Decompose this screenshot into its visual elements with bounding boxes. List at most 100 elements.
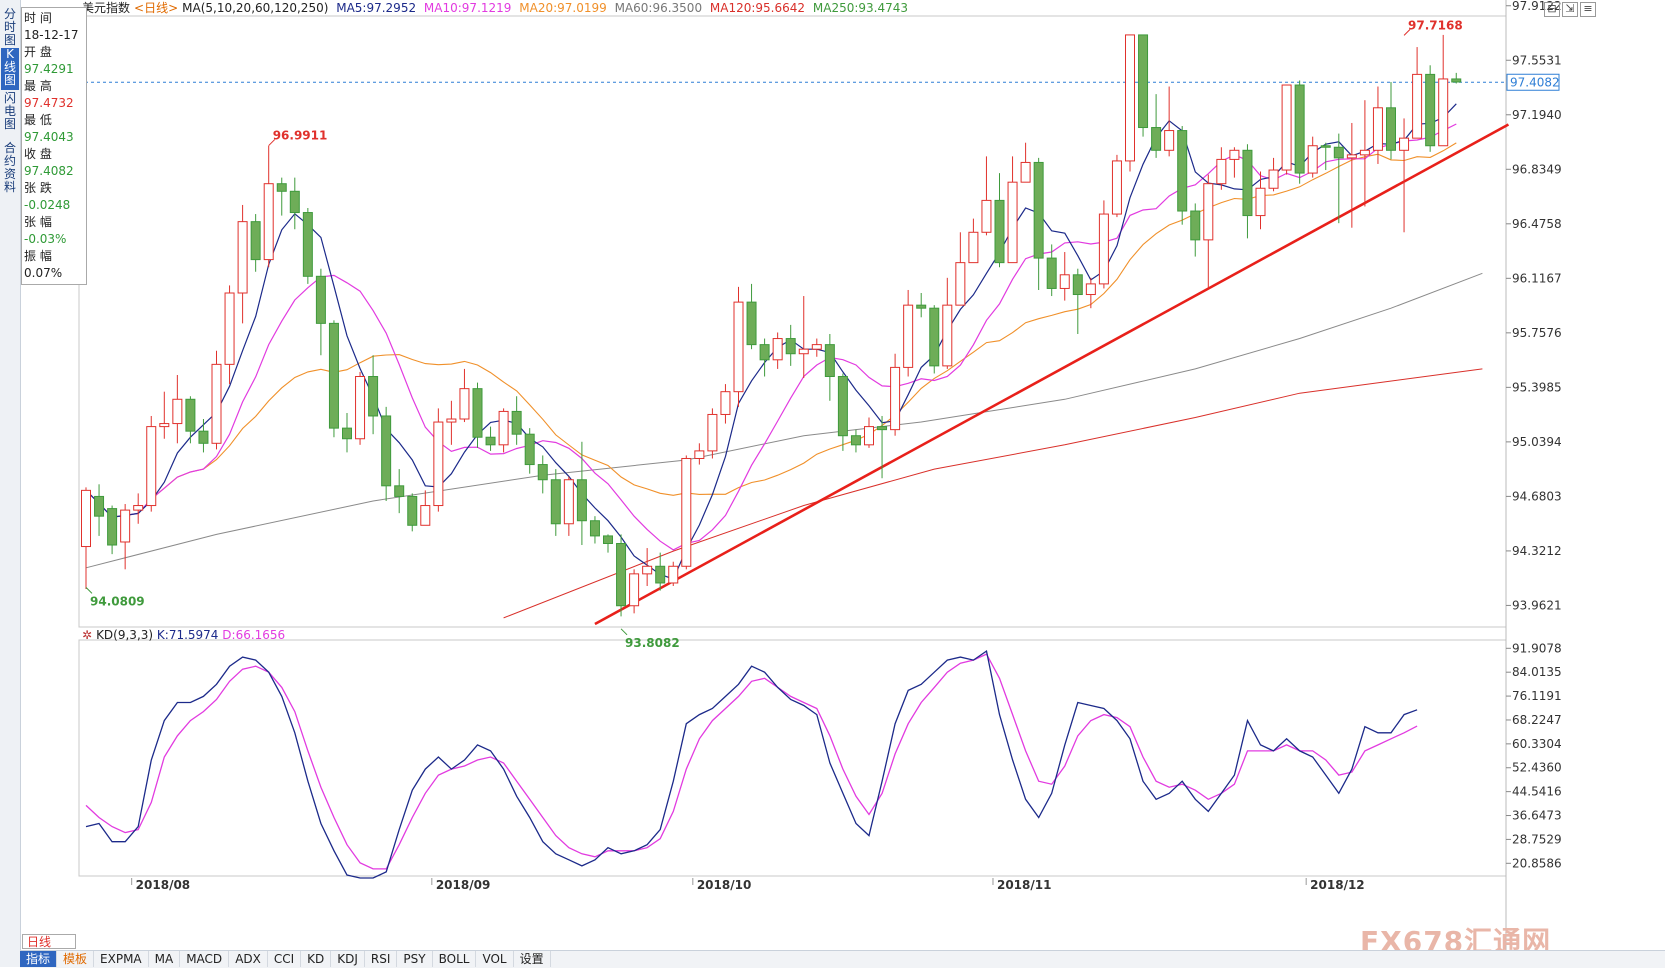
tab-intraday[interactable]: 分时图 xyxy=(3,7,16,47)
indicator-tab-5[interactable]: ADX xyxy=(229,951,268,967)
kd-k-line xyxy=(85,650,1418,879)
indicator-tab-13[interactable]: 设置 xyxy=(514,951,551,967)
ma-params: MA(5,10,20,60,120,250) xyxy=(182,1,329,15)
trendline xyxy=(594,123,1510,626)
fullscreen-icon[interactable]: ⇲ xyxy=(1562,2,1578,17)
candle-body xyxy=(968,231,979,264)
candle-body xyxy=(224,292,235,365)
month-label: 2018/12 xyxy=(1310,878,1364,892)
kd-params: KD(9,3,3) xyxy=(96,628,154,642)
last-price-label: 97.4082 xyxy=(1510,75,1560,89)
candle-body xyxy=(1281,84,1292,171)
price-tick-label: 95.0394 xyxy=(1512,435,1562,449)
candle-body xyxy=(1359,149,1370,156)
month-label: 2018/10 xyxy=(697,878,751,892)
indicator-tab-3[interactable]: MA xyxy=(149,951,181,967)
ma250-value: MA250:93.4743 xyxy=(812,1,909,15)
ma10-value: MA10:97.1219 xyxy=(423,1,512,15)
zoom-icon[interactable]: ⊟ xyxy=(1544,2,1560,17)
candle-body xyxy=(1020,161,1031,183)
indicator-tab-8[interactable]: KDJ xyxy=(331,951,365,967)
candle-body xyxy=(785,338,796,355)
candle-body xyxy=(511,410,522,435)
candle-body xyxy=(668,565,679,584)
indicator-tab-10[interactable]: PSY xyxy=(397,951,433,967)
candle-body xyxy=(1320,145,1331,148)
ma60-value: MA60:96.3500 xyxy=(614,1,703,15)
candle-body xyxy=(1203,183,1214,241)
candle-body xyxy=(472,388,483,438)
candle-body xyxy=(681,457,692,567)
candle-body xyxy=(759,344,770,361)
indicator-tab-12[interactable]: VOL xyxy=(476,951,514,967)
price-tick-label: 95.3985 xyxy=(1512,380,1562,394)
indicator-tab-6[interactable]: CCI xyxy=(268,951,302,967)
candle-body xyxy=(302,212,313,277)
candle-body xyxy=(368,376,379,417)
candle-body xyxy=(746,301,757,346)
candle-body xyxy=(798,348,809,355)
candle-body xyxy=(250,221,261,261)
tab-flash[interactable]: 闪电图 xyxy=(3,91,16,131)
candle-body xyxy=(1164,130,1175,151)
candle-body xyxy=(394,485,405,497)
candle-body xyxy=(1294,84,1305,174)
candle-body xyxy=(811,344,822,350)
candle-body xyxy=(1216,158,1227,185)
candle-body xyxy=(864,426,874,446)
period-button[interactable]: 日线 xyxy=(22,934,76,949)
candle-body xyxy=(733,301,744,393)
indicator-tab-0[interactable]: 指标 xyxy=(20,951,58,967)
change-value: -0.0248 xyxy=(24,198,71,212)
candle-body xyxy=(1412,73,1423,139)
indicator-icon[interactable]: ✲ xyxy=(82,628,93,642)
indicator-tabs: 指标 模板 EXPMA MA MACD ADX CCI KD KDJ RSI PSY BOLL VOL 设… xyxy=(20,950,1665,968)
candle-body xyxy=(185,398,196,432)
tab-kline[interactable]: K线图 xyxy=(1,48,19,90)
k-value: K:71.5974 xyxy=(156,628,219,642)
candle-body xyxy=(929,307,940,367)
candle-body xyxy=(485,436,496,446)
indicator-tab-9[interactable]: RSI xyxy=(365,951,398,967)
candle-body xyxy=(629,573,640,607)
candle-body xyxy=(694,450,705,459)
indicator-tab-7[interactable]: KD xyxy=(301,951,332,967)
candle-body xyxy=(1255,187,1266,217)
candle-body xyxy=(955,262,966,306)
candle-body xyxy=(589,520,600,537)
high-label: 最 高 xyxy=(24,79,52,93)
candle-body xyxy=(211,363,222,444)
candle-body xyxy=(1372,107,1383,151)
candle-body xyxy=(407,495,418,526)
indicator-tab-11[interactable]: BOLL xyxy=(433,951,477,967)
d-value: D:66.1656 xyxy=(222,628,286,642)
low-value: 97.4043 xyxy=(24,130,74,144)
indicator-tab-2[interactable]: EXPMA xyxy=(94,951,149,967)
ma5-value: MA5:97.2952 xyxy=(336,1,417,15)
kd-legend: ✲ KD(9,3,3) K:71.5974 D:66.1656 xyxy=(82,627,285,643)
candle-body xyxy=(446,418,457,423)
tab-contract-info[interactable]: 合约资料 xyxy=(3,141,16,194)
ma20-value: MA20:97.0199 xyxy=(519,1,607,15)
annotation-pointer xyxy=(1403,29,1411,36)
candle-body xyxy=(1046,257,1057,289)
price-tick-label: 96.8349 xyxy=(1512,162,1562,176)
candle-body xyxy=(355,376,366,440)
candle-body xyxy=(172,398,183,425)
candle-body xyxy=(563,479,574,525)
kd-tick-label: 52.4360 xyxy=(1512,761,1562,775)
candle-body xyxy=(824,344,835,378)
indicator-tab-1[interactable]: 模板 xyxy=(57,951,95,967)
indicator-tab-4[interactable]: MACD xyxy=(180,951,230,967)
candle-body xyxy=(1190,210,1201,241)
ma120-line xyxy=(503,368,1483,619)
open-value: 97.4291 xyxy=(24,62,74,76)
candle-body xyxy=(1386,107,1396,151)
candle-body xyxy=(576,479,587,522)
candle-body xyxy=(1059,274,1070,289)
candle-body xyxy=(916,304,927,309)
settings-icon[interactable]: ≡ xyxy=(1580,2,1596,17)
price-axis: 97.9122 97.5531 97.1940 96.8349 96.4758 96.11… xyxy=(131,0,1562,892)
candle-body xyxy=(903,304,914,368)
